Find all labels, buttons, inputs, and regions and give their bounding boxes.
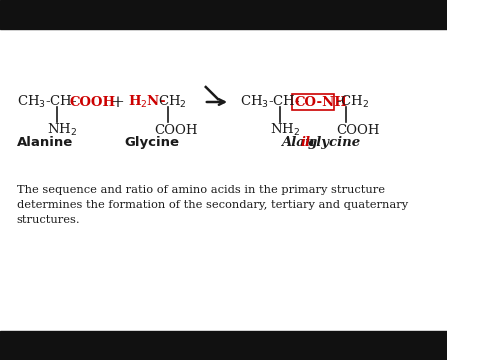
Text: COOH: COOH [70,95,116,108]
Text: Alanine: Alanine [17,135,73,149]
Text: CO-NH: CO-NH [294,95,347,108]
Text: CH$_3$-CH-: CH$_3$-CH- [240,94,300,110]
Text: NH$_2$: NH$_2$ [47,122,77,138]
Text: glycine: glycine [308,135,361,149]
Text: H$_2$N-: H$_2$N- [129,94,167,110]
Text: il: il [301,135,311,149]
Text: The sequence and ratio of amino acids in the primary structure
determines the fo: The sequence and ratio of amino acids in… [17,185,408,225]
Text: Alan: Alan [281,135,315,149]
Text: COOH: COOH [336,123,380,136]
Text: +: + [110,94,124,111]
Bar [0,0,447,29]
Text: NH$_2$: NH$_2$ [270,122,300,138]
Text: CH$_2$: CH$_2$ [158,94,187,110]
Text: COOH: COOH [155,123,198,136]
Bar [0,331,447,360]
Text: -CH$_2$: -CH$_2$ [336,94,369,110]
Text: Glycine: Glycine [124,135,179,149]
Text: CH$_3$-CH-: CH$_3$-CH- [17,94,77,110]
